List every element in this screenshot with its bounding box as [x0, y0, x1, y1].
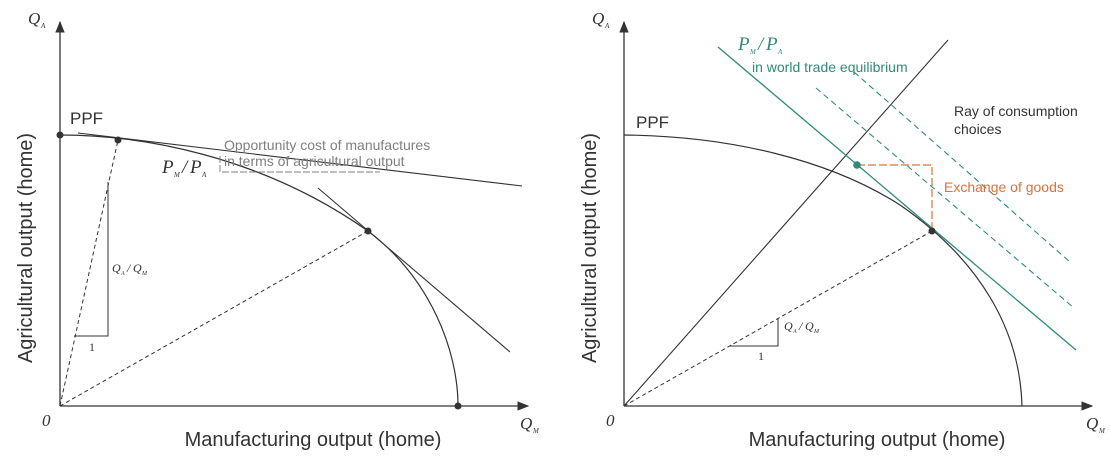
svg-text:/: /	[798, 319, 804, 333]
left-unit-one-label: 1	[89, 340, 95, 354]
right-budget-line-dashed-2	[853, 71, 1071, 263]
right-origin-label: 0	[606, 411, 615, 430]
right-ppf-label: PPF	[636, 113, 669, 132]
right-y-axis-symbol: Q	[592, 9, 604, 28]
svg-text:M: M	[173, 171, 181, 179]
right-unit-one-label: 1	[758, 349, 764, 363]
left-quantity-ratio-label: Q A / Q M	[112, 261, 148, 277]
left-ppf-curve	[59, 134, 459, 407]
svg-text:P: P	[737, 34, 750, 55]
right-x-axis-symbol: Q	[1086, 414, 1098, 433]
right-y-axis-subscript: A	[604, 22, 610, 30]
left-origin-label: 0	[42, 411, 51, 430]
svg-text:/: /	[126, 261, 132, 275]
svg-text:M: M	[813, 329, 820, 335]
left-point-y-intercept	[56, 131, 64, 139]
right-world-price-label: P M / P A	[737, 34, 783, 56]
right-y-axis-title: Agricultural output (home)	[579, 133, 601, 363]
left-price-ratio-label: P M / P A	[161, 157, 207, 179]
left-tangent-line-bottom	[317, 187, 511, 353]
svg-text:P: P	[765, 34, 778, 55]
left-tangent-line-top	[77, 132, 523, 187]
left-y-axis-subscript: A	[40, 22, 46, 30]
left-opportunity-bracket	[219, 156, 380, 173]
right-quantity-ratio-label: Q A / Q M	[784, 319, 820, 335]
left-ray-dashed-steep	[59, 139, 119, 407]
svg-text:Q: Q	[784, 319, 793, 333]
right-consumption-ray	[623, 39, 949, 407]
left-point-ppf-upper	[114, 136, 122, 144]
left-panel: Q A Q M 0 Agricultural output (home) Man…	[15, 9, 540, 451]
right-ppf-curve	[623, 134, 1023, 407]
left-ray-dashed-shallow	[59, 230, 369, 407]
right-point-production	[928, 227, 936, 235]
svg-text:P: P	[189, 157, 202, 178]
right-world-price-caption: in world trade equilibrium	[752, 59, 908, 75]
left-point-x-intercept	[454, 402, 462, 410]
left-point-ppf-lower	[364, 227, 372, 235]
svg-text:M: M	[141, 271, 148, 277]
left-slope-triangle	[74, 182, 109, 337]
right-world-price-line	[717, 46, 1077, 351]
left-opportunity-cost-line1: Opportunity cost of manufactures	[224, 137, 430, 153]
svg-text:Q: Q	[112, 261, 121, 275]
right-panel: Q A Q M 0 Agricultural output (home) Man…	[579, 9, 1106, 451]
right-x-axis-subscript: M	[1098, 427, 1106, 435]
right-slope-triangle	[729, 318, 779, 347]
right-x-axis-title: Manufacturing output (home)	[749, 429, 1006, 451]
right-budget-line-dashed-1	[815, 87, 1075, 309]
left-ppf-label: PPF	[70, 109, 103, 128]
svg-text:A: A	[792, 329, 797, 335]
svg-text:/: /	[181, 157, 189, 178]
right-exchange-label: Exchange of goods	[944, 179, 1064, 195]
right-ray-caption-line1: Ray of consumption	[954, 103, 1078, 119]
left-y-axis-title: Agricultural output (home)	[15, 133, 37, 363]
svg-text:P: P	[161, 157, 174, 178]
left-y-axis-symbol: Q	[28, 9, 40, 28]
left-opportunity-cost-line2: in terms of agricultural output	[224, 153, 405, 169]
right-point-consumption	[853, 161, 861, 169]
svg-text:A: A	[120, 271, 125, 277]
left-x-axis-title: Manufacturing output (home)	[185, 429, 442, 451]
right-exchange-triangle	[857, 164, 933, 231]
left-x-axis-subscript: M	[532, 427, 540, 435]
svg-text:/: /	[757, 34, 765, 55]
svg-text:A: A	[777, 48, 783, 56]
svg-text:M: M	[749, 48, 757, 56]
left-x-axis-symbol: Q	[520, 414, 532, 433]
svg-text:Q: Q	[805, 319, 814, 333]
svg-text:Q: Q	[133, 261, 142, 275]
right-ray-caption-line2: choices	[954, 121, 1001, 137]
svg-text:A: A	[201, 171, 207, 179]
